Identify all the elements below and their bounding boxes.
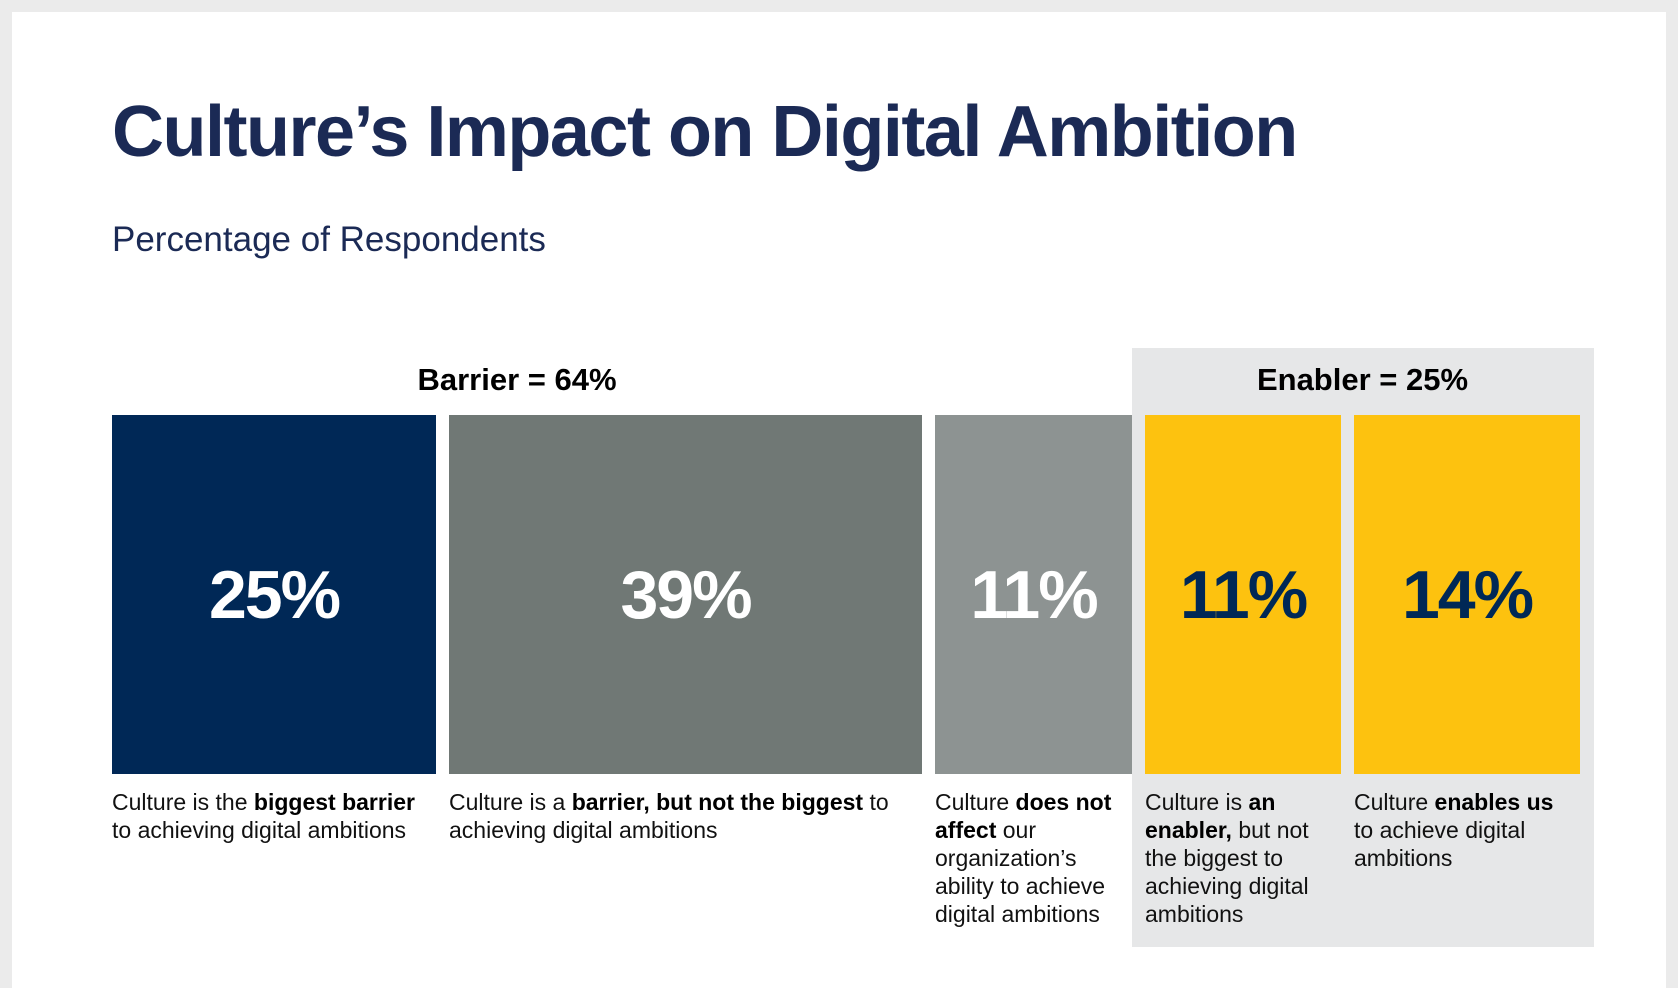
- description-emphasis: biggest barrier: [253, 789, 415, 815]
- description-emphasis: does not affect: [935, 789, 1112, 843]
- description-text: to achieving digital ambitions: [449, 789, 889, 843]
- description-text: Culture is a: [449, 789, 572, 815]
- bar-description: Culture is the biggest barrier to achiev…: [112, 788, 430, 844]
- bar-description: Culture enables us to achieve digital am…: [1354, 788, 1574, 872]
- description-text: but not the biggest to achieving digital…: [1145, 817, 1309, 927]
- description-emphasis: an enabler,: [1145, 789, 1276, 843]
- bar-value-label: 14%: [1401, 556, 1534, 633]
- bar-value-label: 25%: [208, 556, 341, 633]
- barrier-group-label: Barrier = 64%: [417, 362, 617, 397]
- description-text: Culture: [935, 789, 1016, 815]
- bar-2: 39%: [449, 415, 922, 774]
- bar-5: 14%: [1354, 415, 1580, 774]
- bar-value-label: 11%: [970, 556, 1098, 633]
- enabler-group-label: Enabler = 25%: [1256, 362, 1469, 397]
- bar-description: Culture is a barrier, but not the bigges…: [449, 788, 902, 844]
- description-emphasis: barrier, but not the biggest: [571, 789, 864, 815]
- bar-value-label: 11%: [1179, 556, 1308, 633]
- bar-description: Culture is an enabler, but not the bigge…: [1145, 788, 1335, 928]
- bar-1: 25%: [112, 415, 436, 774]
- description-text: our organization’s ability to achieve di…: [935, 817, 1106, 927]
- bar-value-label: 39%: [620, 556, 752, 633]
- chart-subtitle: Percentage of Respondents: [112, 220, 546, 259]
- description-text: Culture: [1354, 789, 1435, 815]
- description-text: to achieve digital ambitions: [1354, 817, 1526, 871]
- bar-4: 11%: [1145, 415, 1341, 774]
- description-text: Culture is: [1145, 789, 1249, 815]
- bar-description: Culture does not affect our organization…: [935, 788, 1126, 928]
- description-text: Culture is the: [112, 789, 254, 815]
- chart-title: Culture’s Impact on Digital Ambition: [112, 92, 1298, 172]
- description-emphasis: enables us: [1434, 789, 1554, 815]
- bar-3: 11%: [935, 415, 1132, 774]
- description-text: to achieving digital ambitions: [112, 817, 407, 843]
